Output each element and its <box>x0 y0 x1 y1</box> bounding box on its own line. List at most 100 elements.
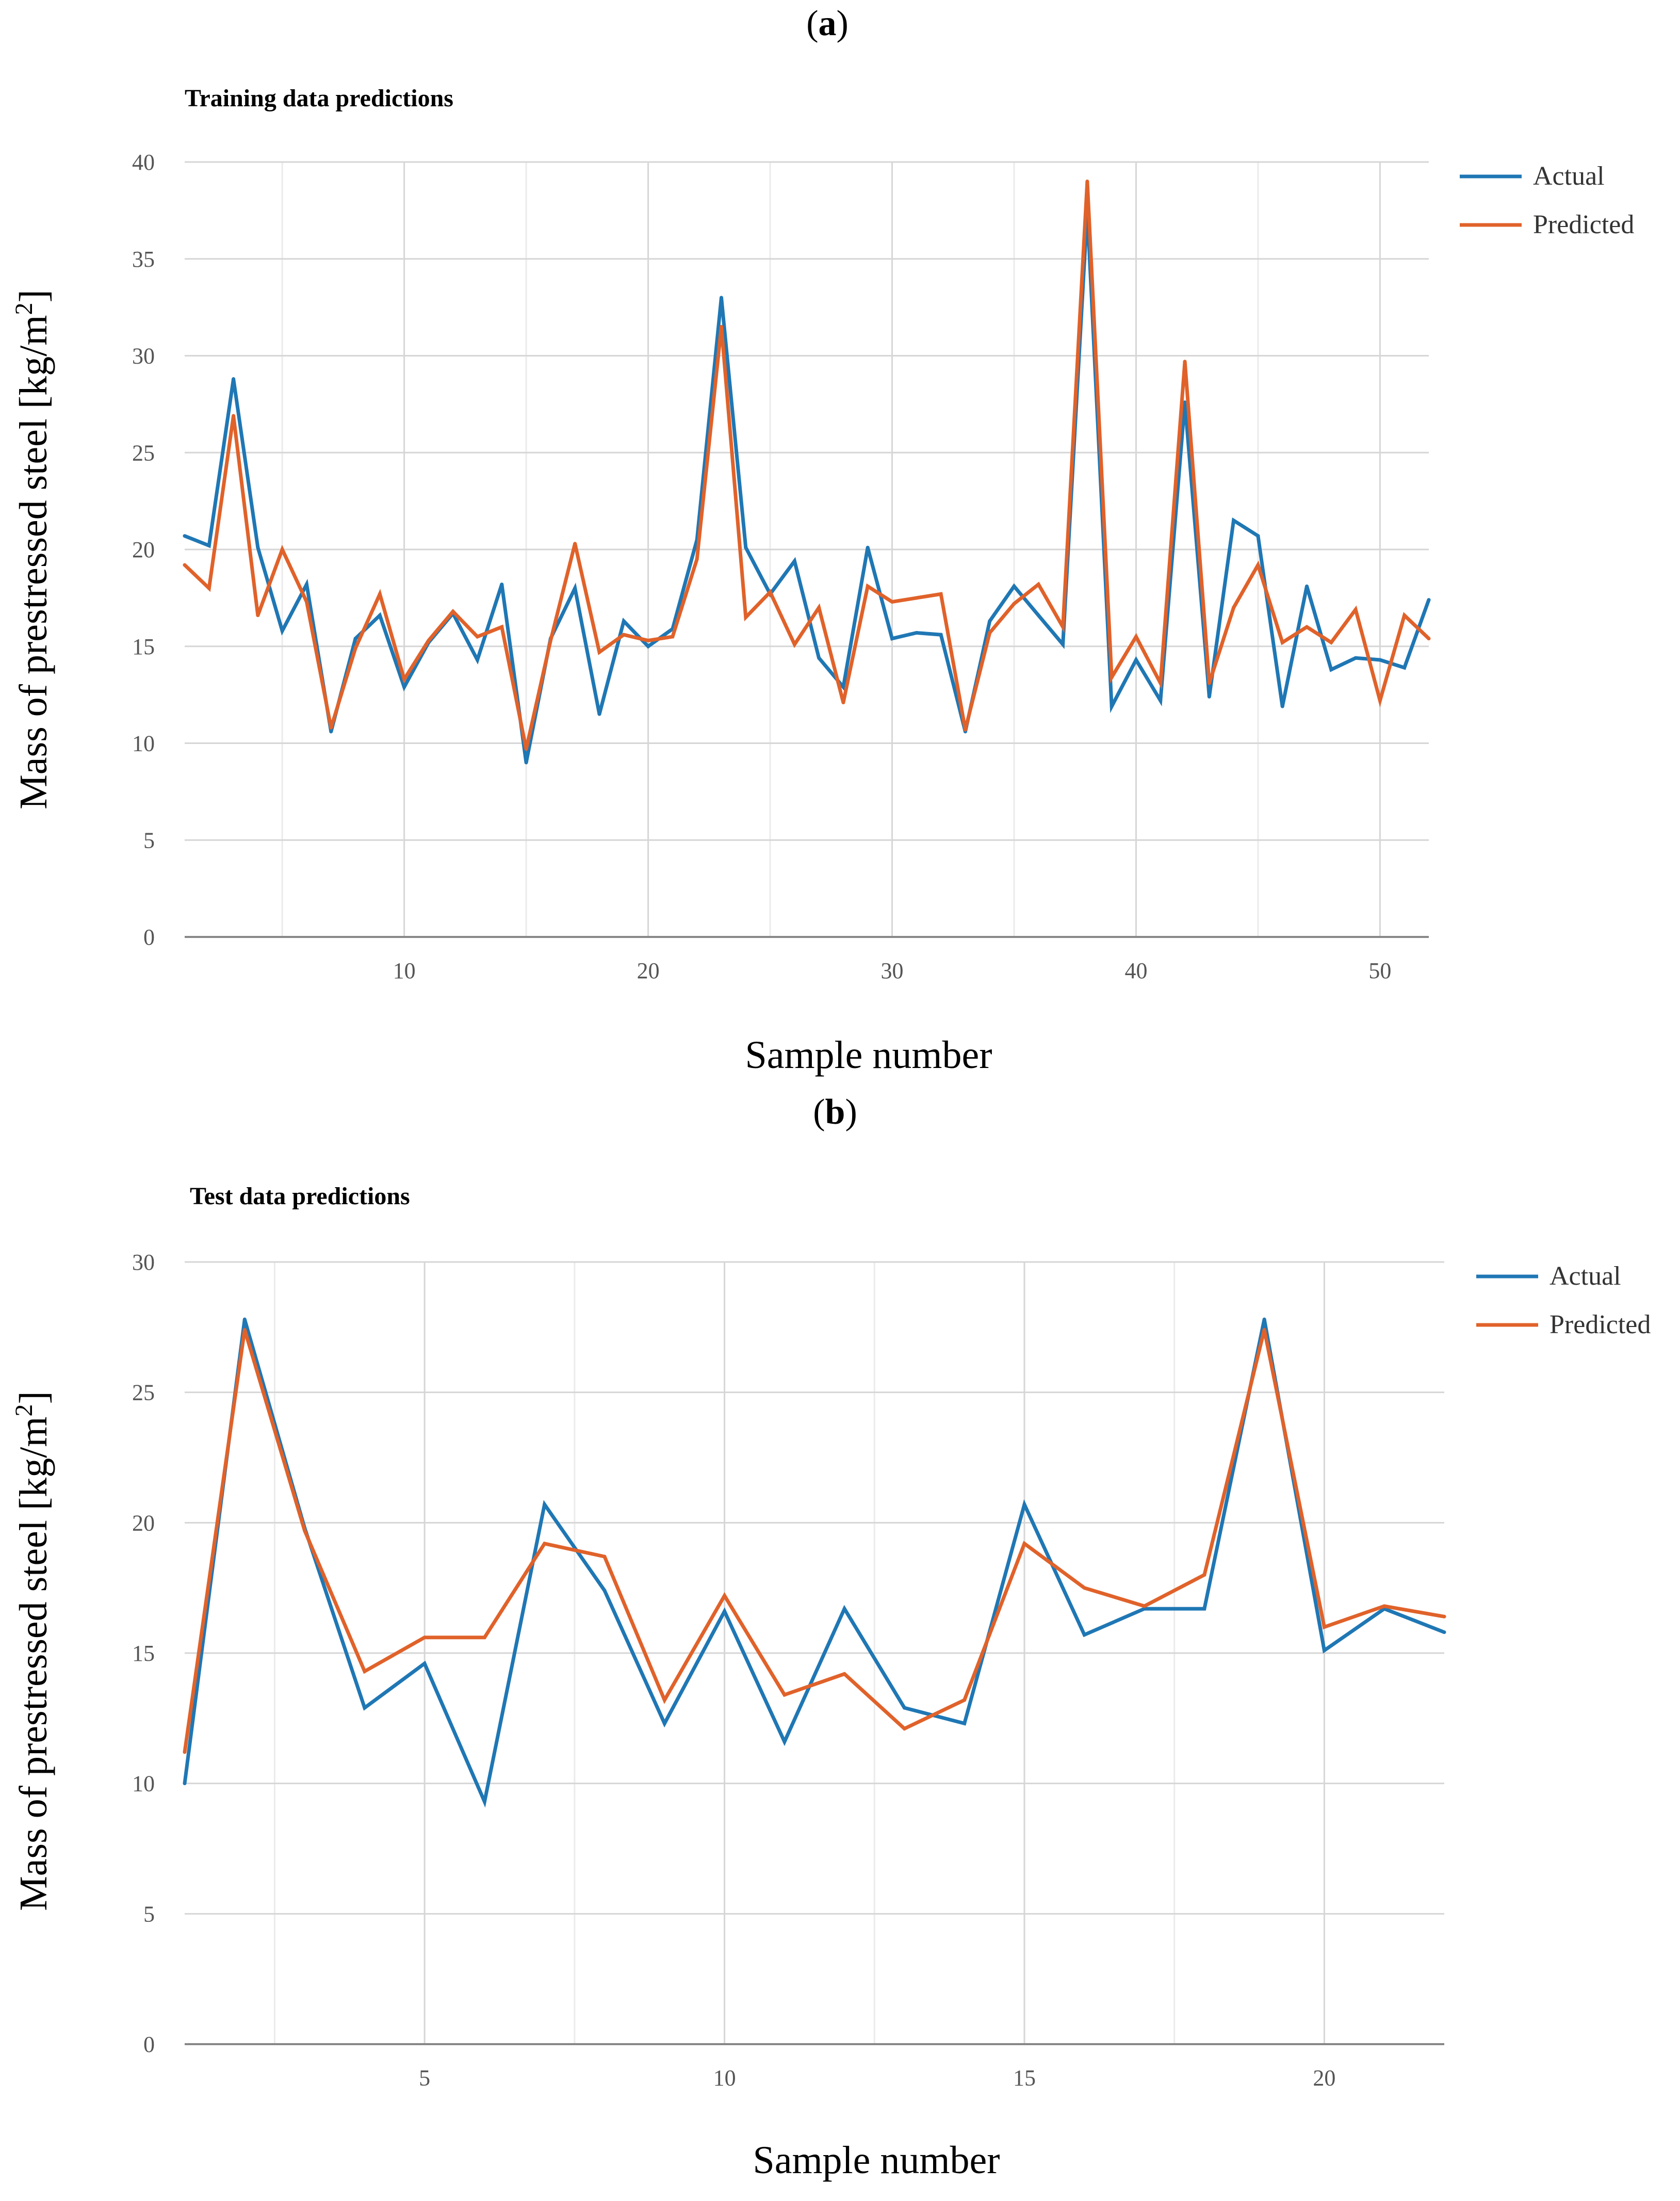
chart-a-predicted-point-36 <box>1036 582 1040 587</box>
chart-a-predicted-point-46 <box>1280 640 1284 644</box>
chart-a-actual-point-46 <box>1280 704 1284 708</box>
chart-b-predicted-point-14 <box>963 1698 967 1702</box>
chart-b-actual-point-14 <box>963 1721 967 1725</box>
chart-a-actual-point-44 <box>1232 519 1236 523</box>
chart-a-predicted-point-23 <box>719 325 723 329</box>
chart-a-actual-point-37 <box>1061 642 1065 646</box>
chart-b-predicted-point-15 <box>1022 1542 1026 1546</box>
chart-b-series-predicted-line <box>183 1329 1445 1753</box>
chart-a-actual-point-8 <box>353 637 357 641</box>
chart-a-actual-point-52 <box>1427 598 1431 602</box>
chart-a-ytick-label: 0 <box>143 925 155 950</box>
chart-b: (b) Test data predictions 0 5 10 15 20 25 30 5 10 1… <box>10 1092 1651 2182</box>
chart-a-actual-point-15 <box>524 760 528 765</box>
chart-b-actual-point-17 <box>1143 1607 1147 1611</box>
chart-b-series-actual-line <box>183 1319 1445 1808</box>
chart-a-xlabel: Sample number <box>745 1033 992 1077</box>
chart-a-actual-point-30 <box>890 637 894 641</box>
chart-a-predicted-point-7 <box>329 725 333 730</box>
chart-b-actual-point-12 <box>842 1607 846 1611</box>
chart-b-predicted-point-7 <box>543 1542 547 1546</box>
chart-b-ylabel: Mass of prestressed steel [kg/m2] <box>10 1391 55 1911</box>
chart-a-ytick-label: 5 <box>143 828 155 853</box>
chart-b-ytick-label: 15 <box>132 1641 155 1666</box>
chart-b-xtick-label: 20 <box>1313 2065 1335 2091</box>
chart-a-actual-point-14 <box>500 582 504 587</box>
chart-a-predicted-point-1 <box>183 563 187 567</box>
chart-b-xtick-label: 10 <box>713 2065 736 2091</box>
chart-a-actual-point-7 <box>329 730 333 734</box>
chart-a-series-actual-line <box>184 210 1431 763</box>
chart-a-ylabel: Mass of prestressed steel [kg/m2] <box>10 289 55 810</box>
chart-b-predicted-point-4 <box>363 1669 367 1673</box>
chart-a: (a) Training data predictions 0 5 10 15 20 25 30… <box>10 4 1634 1077</box>
chart-b-predicted-point-9 <box>662 1698 666 1702</box>
chart-a-predicted-point-48 <box>1329 640 1333 644</box>
chart-b-predicted-point-6 <box>482 1636 486 1640</box>
chart-a-predicted-point-27 <box>817 606 821 610</box>
chart-b-ytick-label: 25 <box>132 1380 155 1405</box>
chart-b-actual-point-2 <box>242 1317 247 1321</box>
chart-b-actual-point-10 <box>723 1609 727 1613</box>
chart-b-predicted-point-18 <box>1202 1573 1206 1577</box>
chart-a-actual-point-1 <box>183 534 187 538</box>
chart-b-legend-label-predicted: Predicted <box>1549 1310 1651 1339</box>
chart-a-ytick-label: 30 <box>132 344 155 369</box>
chart-a-actual-point-23 <box>719 296 723 300</box>
chart-a-predicted-point-29 <box>866 584 870 588</box>
chart-a-predicted-point-13 <box>476 635 480 639</box>
chart-a-predicted-point-21 <box>671 635 675 639</box>
chart-b-predicted-point-13 <box>902 1727 906 1731</box>
chart-a-predicted-point-38 <box>1085 180 1089 184</box>
chart-a-predicted-point-9 <box>378 592 382 596</box>
chart-a-predicted-point-42 <box>1183 360 1187 364</box>
chart-a-predicted-point-17 <box>573 542 577 546</box>
chart-b-actual-point-9 <box>662 1721 666 1725</box>
chart-b-legend-label-actual: Actual <box>1549 1261 1621 1291</box>
chart-b-actual-point-4 <box>363 1706 367 1710</box>
chart-a-predicted-point-52 <box>1427 637 1431 641</box>
chart-a-predicted-point-34 <box>988 630 992 635</box>
chart-a-actual-point-9 <box>378 613 382 618</box>
chart-b-predicted-point-20 <box>1322 1625 1326 1629</box>
chart-a-xtick-label: 30 <box>881 958 904 983</box>
chart-b-actual-point-5 <box>422 1661 427 1665</box>
chart-a-predicted-point-44 <box>1232 606 1236 610</box>
chart-b-actual-point-11 <box>782 1740 787 1744</box>
chart-b-predicted-point-8 <box>602 1555 607 1559</box>
chart-b-actual-point-22 <box>1442 1630 1446 1634</box>
chart-a-predicted-point-40 <box>1134 635 1138 639</box>
chart-a-actual-point-26 <box>792 559 796 563</box>
chart-a-ytick-label: 20 <box>132 537 155 562</box>
chart-a-predicted-point-22 <box>695 557 699 561</box>
chart-a-predicted-point-18 <box>597 650 601 654</box>
chart-b-actual-point-19 <box>1262 1317 1266 1321</box>
chart-a-actual-point-34 <box>988 619 992 623</box>
chart-a-panel-label: (a) <box>806 4 849 43</box>
chart-a-ytick-label: 25 <box>132 440 155 465</box>
chart-b-predicted-point-11 <box>782 1693 787 1697</box>
chart-a-predicted-point-12 <box>451 609 455 613</box>
chart-b-predicted-point-10 <box>723 1594 727 1598</box>
chart-a-predicted-point-24 <box>744 615 748 619</box>
chart-a-series-predicted-line <box>183 181 1430 750</box>
chart-a-actual-point-2 <box>207 543 211 547</box>
chart-a-actual-point-4 <box>256 545 260 549</box>
chart-a-actual-point-35 <box>1012 584 1016 588</box>
chart-a-predicted-point-49 <box>1353 607 1358 611</box>
chart-a-actual-point-6 <box>304 582 308 587</box>
chart-b-predicted-point-22 <box>1442 1614 1446 1619</box>
chart-a-actual-point-51 <box>1402 666 1407 670</box>
chart-a-predicted-point-10 <box>402 677 406 682</box>
chart-a-actual-point-36 <box>1036 613 1040 618</box>
chart-b-predicted-point-12 <box>842 1672 846 1676</box>
chart-a-predicted-point-51 <box>1402 613 1407 618</box>
chart-b-actual-point-7 <box>543 1502 547 1507</box>
chart-a-predicted-point-20 <box>646 638 650 642</box>
chart-b-actual-point-16 <box>1082 1633 1086 1637</box>
chart-a-predicted-point-2 <box>207 586 211 590</box>
chart-b-predicted-point-3 <box>303 1528 307 1532</box>
chart-a-actual-point-28 <box>841 685 845 689</box>
chart-a-xtick-label: 10 <box>393 958 416 983</box>
